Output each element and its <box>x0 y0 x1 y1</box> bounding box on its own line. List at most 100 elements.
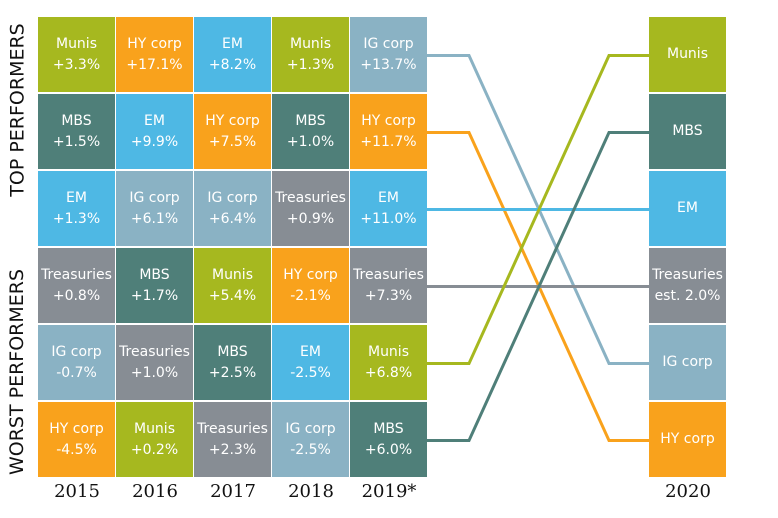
cell-2017-mbs: MBS +2.5% <box>194 325 271 400</box>
cell-return-value: +7.5% <box>208 133 257 150</box>
cell-return-value: -2.5% <box>290 441 331 458</box>
cell-2017-em: EM +8.2% <box>194 17 271 92</box>
cell-2019-em: EM +11.0% <box>350 171 427 246</box>
cell-2015-hy-corp: HY corp -4.5% <box>38 402 115 477</box>
cell-2020-munis: Munis <box>649 17 726 92</box>
cell-asset-label: EM <box>144 112 165 129</box>
cell-2020-em: EM <box>649 171 726 246</box>
cell-asset-label: IG corp <box>51 343 102 360</box>
cell-2016-mbs: MBS +1.7% <box>116 248 193 323</box>
year-label-2016: 2016 <box>132 481 178 502</box>
cell-2018-mbs: MBS +1.0% <box>272 94 349 169</box>
cell-return-value: +1.0% <box>286 133 335 150</box>
cell-2018-munis: Munis +1.3% <box>272 17 349 92</box>
cell-asset-label: MBS <box>295 112 326 129</box>
cell-asset-label: EM <box>66 189 87 206</box>
year-label-2019: 2019* <box>361 481 417 502</box>
cell-return-value: +1.7% <box>130 287 179 304</box>
cell-return-value: +5.4% <box>208 287 257 304</box>
cell-return-value: +6.4% <box>208 210 257 227</box>
cell-return-value: +1.3% <box>286 56 335 73</box>
cell-return-value: +1.3% <box>52 210 101 227</box>
cell-asset-label: IG corp <box>662 354 713 370</box>
cell-return-value: +1.0% <box>130 364 179 381</box>
cell-2019-treasuries: Treasuries +7.3% <box>350 248 427 323</box>
cell-2018-hy-corp: HY corp -2.1% <box>272 248 349 323</box>
cell-2016-hy-corp: HY corp +17.1% <box>116 17 193 92</box>
cell-2016-treasuries: Treasuries +1.0% <box>116 325 193 400</box>
cell-2019-munis: Munis +6.8% <box>350 325 427 400</box>
cell-return-value: -4.5% <box>56 441 97 458</box>
line-munis <box>427 54 649 365</box>
cell-asset-label: Munis <box>666 46 708 62</box>
year-label-2020: 2020 <box>665 481 711 502</box>
cell-return-value: +0.2% <box>130 441 179 458</box>
cell-asset-label: IG corp <box>207 189 258 206</box>
cell-asset-label: Treasuries <box>652 266 723 283</box>
cell-return-value: -2.5% <box>290 364 331 381</box>
cell-asset-label: HY corp <box>205 112 260 129</box>
cell-return-value: +7.3% <box>364 287 413 304</box>
cell-asset-label: IG corp <box>285 420 336 437</box>
cell-return-value: +17.1% <box>126 56 183 73</box>
cell-asset-label: IG corp <box>363 35 414 52</box>
cell-return-value: +6.1% <box>130 210 179 227</box>
cell-asset-label: HY corp <box>283 266 338 283</box>
cell-2018-em: EM -2.5% <box>272 325 349 400</box>
cell-asset-label: HY corp <box>127 35 182 52</box>
cell-asset-label: Munis <box>289 35 331 52</box>
cell-2015-em: EM +1.3% <box>38 171 115 246</box>
cell-return-value: +9.9% <box>130 133 179 150</box>
worst-performers-label: WORST PERFORMERS <box>6 268 29 476</box>
cell-asset-label: Treasuries <box>275 189 346 206</box>
cell-asset-label: MBS <box>61 112 92 129</box>
cell-asset-label: EM <box>222 35 243 52</box>
cell-2015-treasuries: Treasuries +0.8% <box>38 248 115 323</box>
cell-asset-label: EM <box>300 343 321 360</box>
cell-2019-ig-corp: IG corp +13.7% <box>350 17 427 92</box>
cell-2015-munis: Munis +3.3% <box>38 17 115 92</box>
cell-return-value: +3.3% <box>52 56 101 73</box>
cell-2017-ig-corp: IG corp +6.4% <box>194 171 271 246</box>
cell-2018-ig-corp: IG corp -2.5% <box>272 402 349 477</box>
cell-return-value: +13.7% <box>360 56 417 73</box>
cell-asset-label: Munis <box>55 35 97 52</box>
cell-2015-mbs: MBS +1.5% <box>38 94 115 169</box>
cell-return-value: +6.0% <box>364 441 413 458</box>
cell-2019-mbs: MBS +6.0% <box>350 402 427 477</box>
cell-return-value: +2.5% <box>208 364 257 381</box>
cell-return-value: +1.5% <box>52 133 101 150</box>
cell-2017-munis: Munis +5.4% <box>194 248 271 323</box>
cell-2020-ig-corp: IG corp <box>649 325 726 400</box>
cell-asset-label: HY corp <box>49 420 104 437</box>
cell-return-value: +11.7% <box>360 133 417 150</box>
cell-return-value: est. 2.0% <box>654 287 721 304</box>
cell-return-value: -0.7% <box>56 364 97 381</box>
cell-asset-label: MBS <box>139 266 170 283</box>
cell-2019-hy-corp: HY corp +11.7% <box>350 94 427 169</box>
cell-asset-label: Treasuries <box>41 266 112 283</box>
cell-return-value: +0.8% <box>52 287 101 304</box>
cell-asset-label: HY corp <box>660 431 715 447</box>
cell-asset-label: EM <box>677 200 698 216</box>
year-label-2017: 2017 <box>210 481 256 502</box>
cell-asset-label: MBS <box>373 420 404 437</box>
cell-asset-label: MBS <box>672 123 703 139</box>
cell-asset-label: Treasuries <box>119 343 190 360</box>
cell-asset-label: Treasuries <box>353 266 424 283</box>
top-performers-label: TOP PERFORMERS <box>6 23 29 197</box>
cell-2017-hy-corp: HY corp +7.5% <box>194 94 271 169</box>
cell-asset-label: MBS <box>217 343 248 360</box>
cell-asset-label: Munis <box>211 266 253 283</box>
cell-2017-treasuries: Treasuries +2.3% <box>194 402 271 477</box>
cell-2015-ig-corp: IG corp -0.7% <box>38 325 115 400</box>
cell-asset-label: Munis <box>367 343 409 360</box>
cell-asset-label: Treasuries <box>197 420 268 437</box>
cell-2016-em: EM +9.9% <box>116 94 193 169</box>
year-label-2018: 2018 <box>288 481 334 502</box>
cell-asset-label: EM <box>378 189 399 206</box>
cell-asset-label: Munis <box>133 420 175 437</box>
cell-2016-munis: Munis +0.2% <box>116 402 193 477</box>
